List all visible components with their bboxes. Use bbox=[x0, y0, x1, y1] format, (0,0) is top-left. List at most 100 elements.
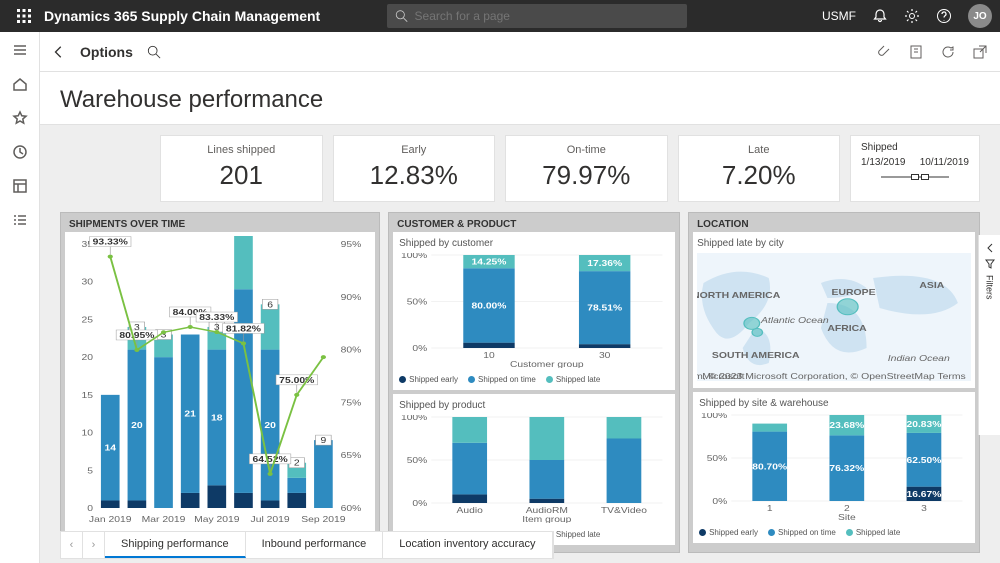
tab-location-inventory[interactable]: Location inventory accuracy bbox=[383, 532, 552, 558]
svg-text:0%: 0% bbox=[712, 497, 727, 506]
svg-text:10: 10 bbox=[82, 429, 94, 438]
svg-text:Customer group: Customer group bbox=[510, 360, 584, 368]
refresh-icon[interactable] bbox=[940, 44, 956, 60]
shipped-by-site-chart: 0%50%100%80.70%176.32%23.68%216.67%62.50… bbox=[699, 413, 969, 521]
tab-next[interactable]: › bbox=[83, 532, 105, 558]
svg-text:AFRICA: AFRICA bbox=[827, 324, 867, 333]
kpi-row: Lines shipped 201 Early 12.83% On-time 7… bbox=[60, 135, 980, 202]
svg-text:TV&Video: TV&Video bbox=[601, 506, 647, 515]
tab-inbound-performance[interactable]: Inbound performance bbox=[246, 532, 384, 558]
svg-text:15: 15 bbox=[82, 391, 94, 400]
svg-text:93.33%: 93.33% bbox=[93, 238, 128, 247]
app-title: Dynamics 365 Supply Chain Management bbox=[44, 8, 320, 24]
clock-icon[interactable] bbox=[12, 144, 28, 160]
svg-text:20: 20 bbox=[264, 421, 276, 430]
svg-text:21: 21 bbox=[184, 410, 196, 419]
svg-text:0%: 0% bbox=[413, 344, 428, 353]
svg-text:14: 14 bbox=[104, 444, 116, 453]
svg-text:20: 20 bbox=[131, 421, 143, 430]
chevron-left-icon bbox=[985, 243, 995, 253]
workspace-icon[interactable] bbox=[12, 178, 28, 194]
filters-rail[interactable]: Filters bbox=[978, 235, 1000, 435]
svg-text:76.32%: 76.32% bbox=[829, 464, 864, 473]
shipped-late-map[interactable]: NORTH AMERICAEUROPEASIAAFRICASOUTH AMERI… bbox=[697, 253, 971, 381]
avatar[interactable]: JO bbox=[968, 4, 992, 28]
svg-text:17.36%: 17.36% bbox=[587, 259, 622, 268]
shipments-over-time-chart: 0510152025303560%65%75%80%90%95%14203321… bbox=[71, 236, 369, 526]
svg-text:64.52%: 64.52% bbox=[253, 455, 288, 464]
action-bar: Options bbox=[40, 32, 1000, 72]
star-icon[interactable] bbox=[12, 110, 28, 126]
search-icon bbox=[395, 9, 408, 23]
modules-icon[interactable] bbox=[12, 212, 28, 228]
svg-text:50%: 50% bbox=[707, 454, 728, 463]
company-code[interactable]: USMF bbox=[822, 9, 856, 23]
attach-icon[interactable] bbox=[876, 44, 892, 60]
page-title: Warehouse performance bbox=[40, 72, 1000, 125]
svg-text:10: 10 bbox=[483, 351, 494, 360]
svg-text:81.82%: 81.82% bbox=[226, 325, 261, 334]
svg-text:62.50%: 62.50% bbox=[907, 456, 942, 465]
svg-text:30: 30 bbox=[599, 351, 610, 360]
kpi-early: Early 12.83% bbox=[333, 135, 496, 202]
panel-customer-product: CUSTOMER & PRODUCT Shipped by customer 0… bbox=[388, 212, 680, 553]
waffle-icon[interactable] bbox=[8, 8, 40, 24]
svg-text:NORTH AMERICA: NORTH AMERICA bbox=[697, 291, 781, 300]
svg-text:0: 0 bbox=[87, 504, 93, 513]
gear-icon[interactable] bbox=[904, 8, 920, 24]
tab-shipping-performance[interactable]: Shipping performance bbox=[105, 532, 246, 558]
main: Options Warehouse performance Lines ship… bbox=[40, 32, 1000, 563]
office-icon[interactable] bbox=[908, 44, 924, 60]
kpi-late: Late 7.20% bbox=[678, 135, 841, 202]
svg-text:2: 2 bbox=[294, 459, 300, 468]
svg-text:5: 5 bbox=[87, 466, 93, 475]
svg-text:Indian Ocean: Indian Ocean bbox=[888, 354, 950, 363]
help-icon[interactable] bbox=[936, 8, 952, 24]
svg-text:3: 3 bbox=[921, 504, 927, 513]
home-icon[interactable] bbox=[12, 76, 28, 92]
filter-icon bbox=[985, 259, 995, 269]
svg-text:Mar 2019: Mar 2019 bbox=[142, 515, 186, 524]
top-bar: Dynamics 365 Supply Chain Management USM… bbox=[0, 0, 1000, 32]
svg-text:75%: 75% bbox=[341, 398, 362, 407]
kpi-lines-shipped: Lines shipped 201 bbox=[160, 135, 323, 202]
svg-text:Item group: Item group bbox=[522, 515, 571, 523]
popout-icon[interactable] bbox=[972, 44, 988, 60]
svg-text:Sep 2019: Sep 2019 bbox=[301, 515, 345, 524]
hamburger-icon[interactable] bbox=[12, 42, 28, 58]
date-slicer[interactable]: Shipped 1/13/2019 10/11/2019 bbox=[850, 135, 980, 202]
nav-rail bbox=[0, 32, 40, 563]
svg-text:EUROPE: EUROPE bbox=[832, 288, 876, 297]
options-menu[interactable]: Options bbox=[80, 44, 133, 60]
svg-text:65%: 65% bbox=[341, 451, 362, 460]
report-tabs: ‹ › Shipping performance Inbound perform… bbox=[60, 531, 554, 559]
svg-text:Site: Site bbox=[838, 513, 856, 521]
svg-text:50%: 50% bbox=[407, 298, 428, 307]
kpi-label: Lines shipped bbox=[173, 144, 310, 156]
svg-text:2: 2 bbox=[844, 504, 850, 513]
back-icon[interactable] bbox=[52, 45, 66, 59]
svg-text:May 2019: May 2019 bbox=[194, 515, 239, 524]
svg-text:9: 9 bbox=[321, 436, 327, 445]
svg-text:23.68%: 23.68% bbox=[829, 421, 864, 430]
tab-prev[interactable]: ‹ bbox=[61, 532, 83, 558]
svg-text:60%: 60% bbox=[341, 504, 362, 513]
panel-shipments-over-time: SHIPMENTS OVER TIME 0510152025303560%65%… bbox=[60, 212, 380, 553]
svg-text:20.83%: 20.83% bbox=[907, 420, 942, 429]
svg-text:25: 25 bbox=[82, 316, 94, 325]
search-box[interactable] bbox=[387, 4, 687, 28]
date-slider[interactable] bbox=[861, 174, 969, 180]
filter-search-icon[interactable] bbox=[147, 45, 161, 59]
svg-text:50%: 50% bbox=[407, 456, 428, 465]
svg-text:20: 20 bbox=[82, 353, 94, 362]
svg-text:Audio: Audio bbox=[457, 506, 483, 515]
search-input[interactable] bbox=[415, 9, 680, 23]
shipped-by-customer-chart: 0%50%100%80.00%14.25%1078.51%17.36%30Cus… bbox=[399, 253, 669, 368]
svg-text:Jan 2019: Jan 2019 bbox=[89, 515, 132, 524]
bell-icon[interactable] bbox=[872, 8, 888, 24]
svg-text:100%: 100% bbox=[701, 413, 727, 420]
svg-text:80%: 80% bbox=[341, 346, 362, 355]
svg-text:1: 1 bbox=[767, 504, 773, 513]
shipped-by-product-chart: 0%50%100%AudioAudioRMTV&VideoItem group bbox=[399, 415, 669, 523]
svg-text:100%: 100% bbox=[401, 415, 427, 422]
